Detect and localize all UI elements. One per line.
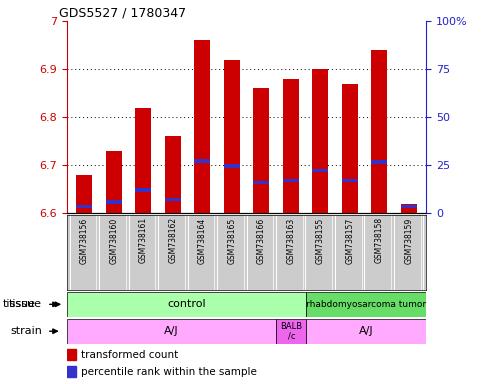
Bar — [76, 205, 92, 209]
Bar — [67, 349, 75, 360]
Bar — [106, 151, 122, 213]
Text: A/J: A/J — [164, 326, 179, 336]
Bar — [106, 200, 122, 204]
Bar — [307, 292, 426, 317]
Bar — [67, 319, 277, 344]
Bar — [135, 108, 151, 213]
Text: GSM738155: GSM738155 — [316, 217, 325, 263]
Text: strain: strain — [10, 326, 42, 336]
Text: GSM738161: GSM738161 — [139, 217, 148, 263]
Text: GSM738159: GSM738159 — [404, 217, 413, 263]
Bar — [194, 159, 211, 163]
Text: rhabdomyosarcoma tumor: rhabdomyosarcoma tumor — [307, 300, 426, 309]
Bar — [401, 205, 417, 209]
Bar — [312, 169, 328, 172]
Text: GSM738162: GSM738162 — [168, 217, 177, 263]
Text: GSM738165: GSM738165 — [227, 217, 236, 263]
Bar — [67, 366, 75, 377]
Bar — [282, 179, 299, 182]
Bar — [67, 292, 307, 317]
Bar — [194, 40, 211, 213]
Text: tissue: tissue — [2, 299, 35, 310]
Bar — [371, 50, 387, 213]
Bar — [253, 181, 269, 184]
Bar — [282, 79, 299, 213]
Text: tissue: tissue — [9, 299, 42, 310]
Bar — [312, 69, 328, 213]
Bar — [165, 136, 181, 213]
Text: GDS5527 / 1780347: GDS5527 / 1780347 — [59, 7, 186, 20]
Text: transformed count: transformed count — [81, 349, 178, 359]
Bar — [401, 204, 417, 213]
Bar — [165, 198, 181, 201]
Text: control: control — [167, 299, 206, 310]
Bar — [224, 60, 240, 213]
Text: GSM738157: GSM738157 — [345, 217, 354, 263]
Text: GSM738164: GSM738164 — [198, 217, 207, 263]
Bar — [253, 88, 269, 213]
Bar — [135, 188, 151, 192]
Text: GSM738160: GSM738160 — [109, 217, 118, 263]
Text: percentile rank within the sample: percentile rank within the sample — [81, 367, 257, 377]
Text: GSM738156: GSM738156 — [80, 217, 89, 263]
Bar — [371, 161, 387, 164]
Text: BALB
/c: BALB /c — [281, 322, 303, 340]
Bar — [76, 175, 92, 213]
Bar — [307, 319, 426, 344]
Text: A/J: A/J — [359, 326, 374, 336]
Bar — [224, 164, 240, 167]
Bar — [342, 84, 358, 213]
Bar — [342, 179, 358, 182]
Bar — [277, 319, 307, 344]
Text: GSM738166: GSM738166 — [257, 217, 266, 263]
Text: GSM738158: GSM738158 — [375, 217, 384, 263]
Text: GSM738163: GSM738163 — [286, 217, 295, 263]
